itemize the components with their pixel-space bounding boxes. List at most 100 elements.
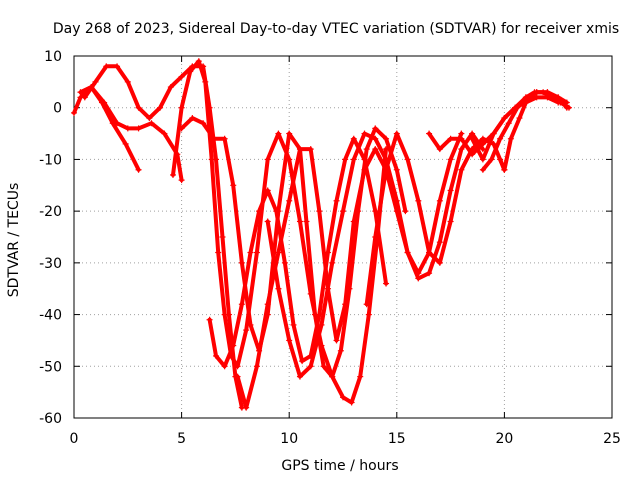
data-point [497,156,504,163]
data-point [490,140,497,147]
data-point [469,135,476,142]
data-point [92,78,99,85]
data-point [426,270,433,277]
data-point [402,208,409,215]
data-point [404,156,411,163]
data-point [303,218,310,225]
data-point [507,135,514,142]
data-point [316,208,323,215]
data-point [533,94,540,101]
data-point [342,301,349,308]
data-point [350,135,357,142]
data-point [363,301,370,308]
data-point [436,259,443,266]
data-point [135,166,142,173]
y-axis-label: SDTVAR / TECUs [6,183,22,298]
data-point [208,156,215,163]
data-point [296,373,303,380]
data-point [81,94,88,101]
data-point [256,208,263,215]
data-point [230,342,237,349]
data-point [264,218,271,225]
data-series [71,58,572,411]
series-track-13 [498,95,561,172]
data-point [101,99,108,106]
data-point [275,285,282,292]
data-point [490,130,497,137]
data-point [350,156,357,163]
data-point [161,130,168,137]
data-point [479,135,486,142]
data-point [458,130,465,137]
data-point [479,166,486,173]
data-point [247,321,254,328]
data-point [372,234,379,240]
series-track-6 [207,136,388,369]
data-point [281,259,288,266]
data-point [135,104,142,111]
data-point [469,151,476,158]
y-tick-label: -10 [39,152,62,168]
data-point [146,115,153,122]
data-point [447,156,454,163]
data-point [426,249,433,256]
data-point [361,156,368,163]
data-point [393,130,400,137]
data-point [71,109,77,116]
data-point [340,208,346,215]
chart-title: Day 268 of 2023, Sidereal Day-to-day VTE… [53,21,619,37]
data-point [178,177,185,184]
series-track-9 [364,131,507,307]
data-point [350,218,357,225]
data-point [206,316,213,323]
data-point [77,89,84,96]
data-point [238,259,245,266]
y-tick-label: -20 [39,204,62,220]
data-point [320,363,327,370]
data-point [178,125,185,132]
data-point [221,135,228,142]
data-point [514,104,521,111]
data-point [436,146,443,153]
data-point [189,115,196,122]
plot-frame [73,55,613,419]
data-point [372,208,379,215]
data-point [361,130,368,137]
y-tick-label: 10 [44,49,62,65]
data-point [103,63,110,70]
data-point [286,337,293,344]
data-point [540,89,547,96]
data-point [178,104,185,111]
data-point [479,156,486,163]
data-point [340,394,346,401]
x-tick-label: 15 [388,431,406,447]
data-point [286,197,293,204]
data-point [329,373,336,380]
data-point [522,99,529,106]
data-point [337,347,344,354]
data-point [195,58,202,65]
data-point [221,311,228,318]
data-point [253,249,260,256]
data-point [238,301,245,308]
data-point [157,104,164,111]
data-point [479,140,486,147]
data-point [565,104,572,111]
data-point [415,275,422,282]
data-point [501,166,508,173]
data-point [415,197,422,204]
data-point [372,135,379,142]
y-tick-label: -40 [39,308,62,324]
data-point [383,280,390,287]
data-point [458,166,465,173]
data-point [221,363,228,370]
data-point [275,130,282,137]
data-point [247,249,254,256]
x-tick-label: 5 [177,431,186,447]
data-point [531,89,538,96]
data-point [447,135,454,142]
data-point [348,399,355,406]
data-point [243,327,250,334]
data-point [497,135,504,142]
data-point [264,156,271,163]
